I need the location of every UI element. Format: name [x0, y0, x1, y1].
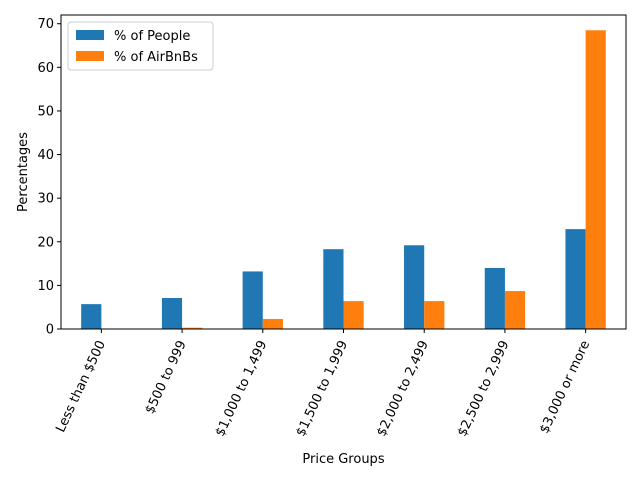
legend: % of People % of AirBnBs	[67, 21, 214, 71]
x-tick-label: $2,000 to 2,499	[374, 338, 432, 439]
bar-airbnbs-5	[504, 291, 526, 329]
bars-layer	[81, 30, 606, 329]
bar-airbnbs-1	[182, 327, 203, 329]
y-axis-label: Percentages	[16, 132, 31, 212]
x-axis-ticks: Less than $500 $500 to 999 $1,000 to 1,499…	[53, 329, 593, 439]
bar-people-6	[565, 229, 586, 329]
x-tick-label: $500 to 999	[143, 338, 190, 416]
y-tick-label: 30	[37, 192, 54, 207]
bar-airbnbs-2	[262, 318, 283, 329]
bar-airbnbs-6	[585, 30, 606, 329]
y-axis-ticks: 0 10 20 30 40 50 60 70	[37, 17, 61, 338]
x-tick-label: $3,000 or more	[537, 338, 593, 436]
bar-people-3	[323, 249, 344, 329]
y-tick-label: 0	[46, 323, 54, 338]
bar-airbnbs-3	[343, 301, 364, 329]
bar-people-1	[161, 298, 183, 329]
bar-people-2	[242, 271, 263, 329]
x-tick-label: $1,000 to 1,499	[213, 338, 271, 439]
x-tick-label: Less than $500	[53, 338, 109, 434]
x-tick-label: $1,500 to 1,999	[294, 338, 352, 439]
legend-label-airbnbs: % of AirBnBs	[114, 50, 198, 65]
y-tick-label: 10	[37, 279, 54, 294]
legend-label-people: % of People	[114, 29, 190, 44]
legend-box	[67, 21, 214, 71]
y-tick-label: 50	[37, 104, 54, 119]
x-tick-label: $2,500 to 2,999	[455, 338, 513, 439]
bar-people-4	[404, 245, 425, 329]
bar-airbnbs-4	[424, 301, 445, 329]
legend-swatch-airbnbs	[76, 51, 104, 61]
bar-people-5	[484, 267, 505, 329]
legend-swatch-people	[76, 30, 104, 40]
y-tick-label: 20	[37, 235, 54, 250]
y-tick-label: 60	[37, 61, 54, 76]
x-axis-label: Price Groups	[302, 452, 384, 467]
y-tick-label: 70	[37, 17, 54, 32]
y-tick-label: 40	[37, 148, 54, 163]
bar-people-0	[81, 304, 102, 329]
